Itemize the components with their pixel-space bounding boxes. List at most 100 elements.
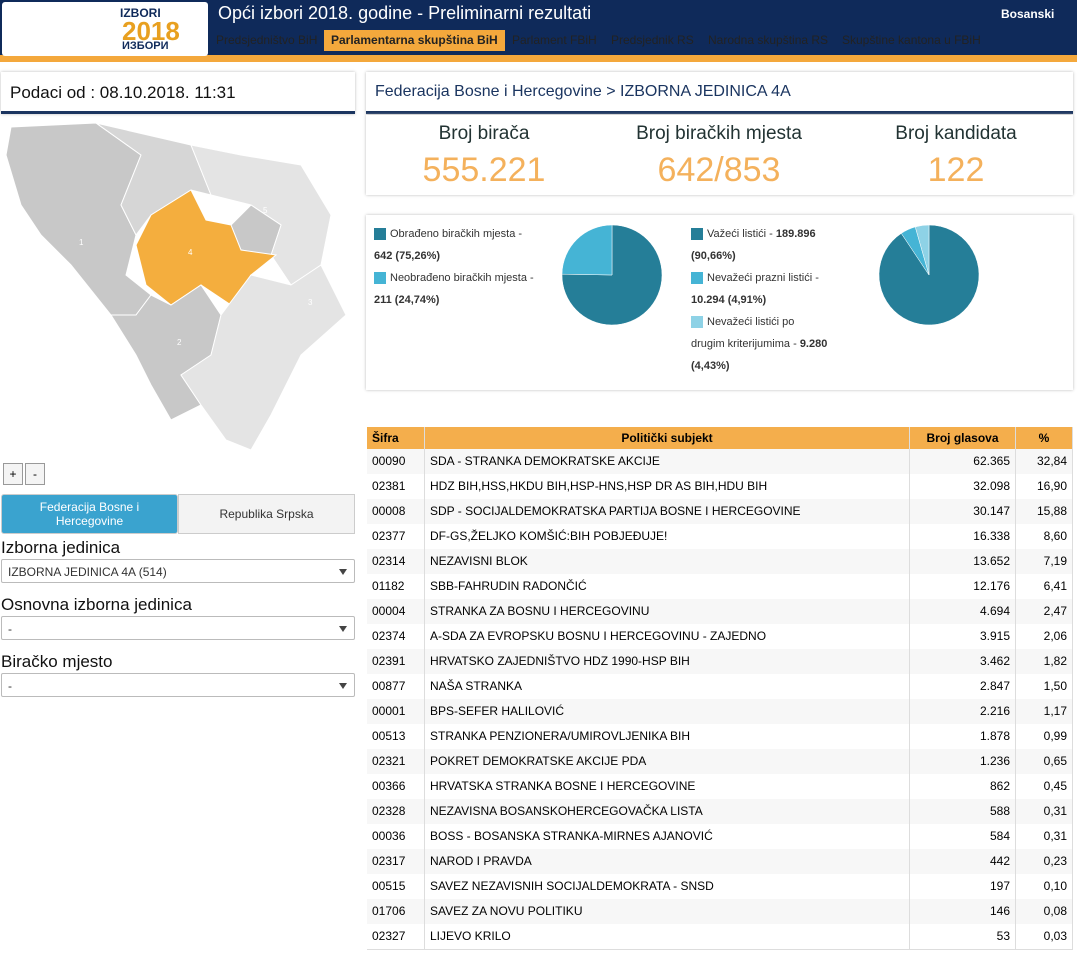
zoom-button[interactable]: - <box>25 463 45 485</box>
table-cell: 4.694 <box>910 599 1016 624</box>
table-cell: NAŠA STRANKA <box>425 674 910 699</box>
table-cell: 0,10 <box>1016 874 1073 899</box>
nav-tab[interactable]: Parlament FBiH <box>512 33 597 47</box>
nav-tab[interactable]: Predsjedništvo BiH <box>216 33 318 47</box>
legend-label: Nevažeći listići po drugim kriterijumima… <box>691 316 797 350</box>
breadcrumb: Federacija Bosne i Hercegovine > IZBORNA… <box>375 83 791 100</box>
legend-value: 10.294 (4,91%) <box>691 294 767 306</box>
table-cell: 00513 <box>367 724 425 749</box>
table-cell: HRVATSKA STRANKA BOSNE I HERCEGOVINE <box>425 774 910 799</box>
pie-chart <box>561 224 663 326</box>
legend-label: Obrađeno biračkih mjesta - <box>390 228 523 240</box>
legend-swatch <box>374 272 386 285</box>
table-cell: 32.098 <box>910 474 1016 499</box>
pie-slice[interactable] <box>561 224 663 326</box>
logo[interactable]: IZBORI 2018 ИЗБОРИ <box>2 2 208 56</box>
legend-label: Nevažeći prazni listići - <box>707 272 819 284</box>
column-header: Politički subjekt <box>425 427 910 449</box>
region-tab[interactable]: Federacija Bosne i Hercegovine <box>1 494 178 534</box>
table-cell: 0,99 <box>1016 724 1073 749</box>
nav-tab[interactable]: Skupštine kantona u FBiH <box>842 33 981 47</box>
stats: Broj birača 555.221 Broj biračkih mjesta 64… <box>366 115 1073 195</box>
table-cell: 00366 <box>367 774 425 799</box>
legend-item: Nevažeći prazni listići - 10.294 (4,91%) <box>691 267 831 311</box>
table-cell: 02374 <box>367 624 425 649</box>
language[interactable]: Bosanski <box>1001 7 1055 21</box>
table-header: Šifra Politički subjekt Broj glasova% <box>367 427 1073 450</box>
table-cell: BOSS - BOSANSKA STRANKA-MIRNES AJANOVIĆ <box>425 824 910 849</box>
map-region[interactable] <box>180 264 347 451</box>
pie-legend: Važeći listići - 189.896 (90,66%) Nevažeć… <box>691 223 831 377</box>
table-cell: 00001 <box>367 699 425 724</box>
table-row: 02317 NAROD I PRAVDA 442 0,23 <box>367 849 1073 875</box>
map-label: 3 <box>308 298 313 307</box>
table-cell: SDP - SOCIJALDEMOKRATSKA PARTIJA BOSNE I… <box>425 499 910 524</box>
table-row: 00090 SDA - STRANKA DEMOKRATSKE AKCIJE 62.… <box>367 449 1073 475</box>
table-cell: SDA - STRANKA DEMOKRATSKE AKCIJE <box>425 449 910 474</box>
table-row: 00513 STRANKA PENZIONERA/UMIROVLJENIKA BI… <box>367 724 1073 750</box>
date-box: Podaci od : 08.10.2018. 11:31 <box>1 72 355 114</box>
table-cell: 862 <box>910 774 1016 799</box>
table-cell: 16,90 <box>1016 474 1073 499</box>
table-row: 00001 BPS-SEFER HALILOVIĆ 2.216 1,17 <box>367 699 1073 725</box>
map-label: 2 <box>177 338 182 347</box>
table-cell: HDZ BIH,HSS,HKDU BIH,HSP-HNS,HSP DR AS B… <box>425 474 910 499</box>
table-cell: 1.878 <box>910 724 1016 749</box>
table-row: 02377 DF-GS,ŽELJKO KOMŠIĆ:BIH POBJEĐUJE! 1… <box>367 524 1073 550</box>
legend-item: Važeći listići - 189.896 (90,66%) <box>691 223 831 267</box>
filter-select[interactable]: IZBORNA JEDINICA 4A (514) <box>1 559 355 583</box>
table-cell: 0,65 <box>1016 749 1073 774</box>
map: 1 2 3 4 5 <box>5 122 347 451</box>
table-cell: SBB-FAHRUDIN RADONČIĆ <box>425 574 910 599</box>
stat: Broj biračkih mjesta 642/853 <box>589 123 849 190</box>
table-row: 00008 SDP - SOCIJALDEMOKRATSKA PARTIJA BO… <box>367 499 1073 525</box>
filter-label: Osnovna izborna jedinica <box>1 595 192 614</box>
legend-swatch <box>691 316 703 329</box>
nav: Predsjedništvo BiH Parlamentarna skupštin… <box>209 0 986 51</box>
filter-select[interactable]: - <box>1 616 355 640</box>
table-cell: 02327 <box>367 924 425 949</box>
table-cell: 00008 <box>367 499 425 524</box>
column-header: Šifra <box>367 427 425 449</box>
table-cell: 146 <box>910 899 1016 924</box>
table-cell: NEZAVISNI BLOK <box>425 549 910 574</box>
filter-select[interactable]: - <box>1 673 355 697</box>
table-cell: 16.338 <box>910 524 1016 549</box>
nav-tab[interactable]: Predsjednik RS <box>611 33 694 47</box>
table-cell: 02391 <box>367 649 425 674</box>
table-row: 00515 SAVEZ NEZAVISNIH SOCIJALDEMOKRATA -… <box>367 874 1073 900</box>
table-cell: 00090 <box>367 449 425 474</box>
pies-panel: Obrađeno biračkih mjesta - 642 (75,26%) N… <box>366 215 1073 390</box>
table-cell: 3.915 <box>910 624 1016 649</box>
table-cell: NAROD I PRAVDA <box>425 849 910 874</box>
column-header: % <box>1016 427 1073 449</box>
table-cell: 1,50 <box>1016 674 1073 699</box>
table-cell: 00877 <box>367 674 425 699</box>
filter-label: Izborna jedinica <box>1 538 121 557</box>
zoom-button[interactable]: + <box>3 463 23 485</box>
table-cell: LIJEVO KRILO <box>425 924 910 949</box>
table-cell: 442 <box>910 849 1016 874</box>
table-cell: 02328 <box>367 799 425 824</box>
table-cell: 02317 <box>367 849 425 874</box>
table-cell: 0,03 <box>1016 924 1073 949</box>
tabs: Federacija Bosne i Hercegovine Republika … <box>1 494 355 534</box>
table-cell: 00515 <box>367 874 425 899</box>
legend-label: Važeći listići - <box>707 228 773 240</box>
region-tab[interactable]: Republika Srpska <box>178 494 355 534</box>
table-row: 02321 POKRET DEMOKRATSKE AKCIJE PDA 1.236 0… <box>367 749 1073 775</box>
table-cell: DF-GS,ŽELJKO KOMŠIĆ:BIH POBJEĐUJE! <box>425 524 910 549</box>
table-cell: BPS-SEFER HALILOVIĆ <box>425 699 910 724</box>
table-cell: 32,84 <box>1016 449 1073 474</box>
nav-tab[interactable]: Parlamentarna skupština BiH <box>324 30 505 51</box>
pie-slice[interactable] <box>914 224 930 276</box>
nav-tab[interactable]: Narodna skupština RS <box>708 33 829 47</box>
filters: Izborna jedinica IZBORNA JEDINICA 4A (514… <box>1 538 355 708</box>
table-cell: 02321 <box>367 749 425 774</box>
region-tab-label: Federacija Bosne i Hercegovine <box>39 500 140 528</box>
table-cell: 197 <box>910 874 1016 899</box>
stat-value: 642/853 <box>657 151 781 189</box>
pie-slice[interactable] <box>561 224 613 276</box>
pie-chart <box>878 224 980 326</box>
table-cell: 588 <box>910 799 1016 824</box>
